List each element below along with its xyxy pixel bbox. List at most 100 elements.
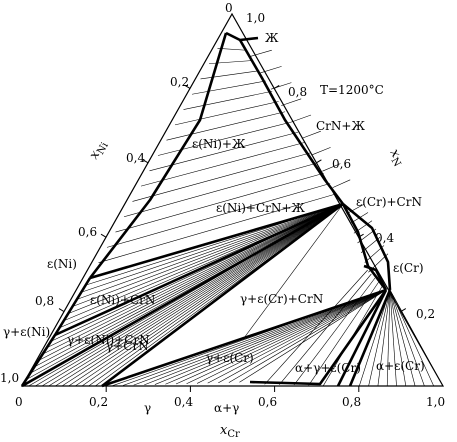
bottom-tick-label: 1,0 <box>426 395 445 409</box>
tie-line <box>386 289 391 387</box>
region-eps-ni-label: ε(Ni) <box>47 257 77 271</box>
tie-line <box>140 142 305 187</box>
left-tick-label: 0,4 <box>126 151 145 165</box>
tie-line <box>75 203 344 387</box>
tie-line <box>301 130 321 139</box>
gamma-eps-cr-crn-line <box>101 202 344 388</box>
region-alpha-eps-cr-label: α+ε(Cr) <box>376 359 425 373</box>
tie-line <box>55 203 344 387</box>
tie-line <box>34 203 344 368</box>
region-eps-ni-liquid-label: ε(Ni)+Ж <box>192 137 246 151</box>
gamma-eps-cr-boundary <box>249 289 388 386</box>
tie-line <box>346 203 365 215</box>
left-axis-title: xNi <box>86 138 110 163</box>
tie-line <box>88 203 344 387</box>
tie-line <box>389 289 425 387</box>
tie-line <box>191 80 266 95</box>
left-tick-label: 0,2 <box>170 75 189 89</box>
phase-boundaries <box>20 31 392 388</box>
gamma-eps-cr-cap <box>363 264 388 291</box>
tie-line <box>166 111 286 141</box>
tie-line <box>132 152 311 202</box>
gamma-eps-ni-crn-line <box>54 202 344 337</box>
left-tick-label: 0,8 <box>35 294 54 308</box>
bottom-tick-label: 0,6 <box>258 395 277 409</box>
tie-line <box>165 289 387 385</box>
region-eps-cr-crn-label: ε(Cr)+CrN <box>356 195 422 209</box>
tick-mark <box>100 233 107 238</box>
tie-line <box>174 101 279 126</box>
tie-line <box>175 289 387 385</box>
region-gamma-eps-cr-label: γ+ε(Cr) <box>206 351 254 365</box>
tie-line <box>133 289 387 386</box>
bottom-axis-title: xCr <box>220 423 240 440</box>
tie-line <box>183 90 273 110</box>
alpha-eps-cr-line <box>348 289 392 387</box>
tick-mark <box>400 308 407 313</box>
tick-marks <box>58 84 407 392</box>
tick-mark <box>58 308 65 313</box>
tie-line <box>281 98 302 106</box>
tick-mark <box>358 233 364 238</box>
tie-line <box>144 289 387 386</box>
region-gamma-eps-ni-crn-label: γ+ε(Ni)+CrN <box>67 333 150 347</box>
tie-line <box>260 66 282 74</box>
tie-line <box>218 289 387 384</box>
tie-line <box>42 203 344 355</box>
eps-ni-liquid-boundary <box>88 32 228 279</box>
tie-lines <box>25 48 441 387</box>
tick-mark <box>184 84 191 89</box>
tie-line <box>76 203 344 300</box>
tie-line <box>115 172 324 233</box>
tie-line <box>38 203 344 361</box>
crn-to-eps-cr-line <box>101 288 387 388</box>
tie-line <box>322 163 341 172</box>
tie-line <box>389 289 434 387</box>
tie-line <box>368 289 391 387</box>
tie-line <box>239 289 387 383</box>
tie-line <box>389 289 441 381</box>
tie-line <box>63 203 344 322</box>
eps-ni-boundary <box>20 277 92 387</box>
right-tick-label: 0,6 <box>332 157 351 171</box>
left-tick-label: 0,6 <box>78 225 97 239</box>
region-labels: Ж CrN+Ж ε(Ni)+Ж ε(Ni)+CrN+Ж ε(Cr)+CrN ε(… <box>3 31 425 415</box>
tie-line <box>243 203 344 339</box>
right-axis-title: xN <box>385 147 408 170</box>
tie-line <box>389 289 397 387</box>
region-alpha-gamma-eps-cr-label: α+γ+ε(Cr) <box>295 361 361 375</box>
triangle-outline <box>20 12 445 387</box>
tie-line <box>41 203 344 387</box>
region-eps-ni-crn-label: ε(Ni)+CrN <box>90 293 155 307</box>
tie-line <box>106 183 331 248</box>
tie-line <box>389 289 416 387</box>
tie-line <box>250 49 272 57</box>
tie-line <box>68 203 344 387</box>
bottom-tick-label: 0,4 <box>174 395 193 409</box>
liquid-boundary <box>225 31 259 42</box>
bottom-tick-label: 0 <box>15 395 23 409</box>
tie-line <box>123 162 318 218</box>
tie-line <box>149 131 299 172</box>
tie-line <box>46 203 344 349</box>
left-tick-label: 1,0 <box>0 371 19 385</box>
bottom-axis: 0 0,2 0,4 0,6 0,8 1,0 xCr <box>15 395 445 440</box>
right-tick-label: 0,2 <box>416 307 435 321</box>
region-liquid-label: Ж <box>265 31 279 45</box>
crn-boundary <box>238 39 345 205</box>
right-tick-label: 0,8 <box>288 85 307 99</box>
left-tick-label: 0 <box>225 1 233 15</box>
tick-mark <box>273 84 280 89</box>
tie-line <box>186 289 387 384</box>
tie-line <box>359 289 391 387</box>
left-axis: 1,0 0,8 0,6 0,4 0,2 0 xNi <box>0 1 233 385</box>
tie-line <box>291 114 312 123</box>
tie-line <box>377 289 391 387</box>
tick-mark <box>316 159 322 164</box>
tie-line <box>208 60 253 64</box>
region-gamma-eps-cr-crn-label: γ+ε(Cr)+CrN <box>240 292 323 306</box>
right-tick-label: 1,0 <box>246 11 265 25</box>
tie-line <box>332 179 351 188</box>
tie-line <box>68 203 344 314</box>
tie-line <box>228 289 387 383</box>
